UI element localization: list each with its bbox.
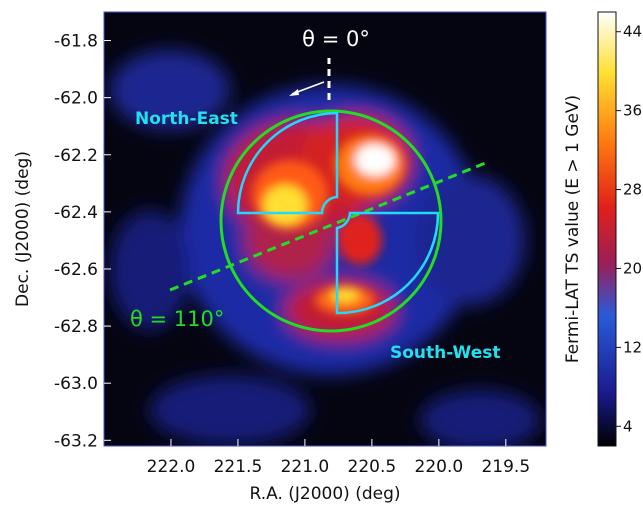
region-circle [219, 109, 443, 333]
x-axis-label: R.A. (J2000) (deg) [250, 484, 401, 504]
colorbar-tick-label: 4 [623, 417, 633, 435]
north-east-wedge [236, 111, 339, 215]
x-tick-label: 220.5 [348, 457, 397, 477]
colorbar-tick-label: 20 [623, 259, 642, 277]
colorbar [597, 11, 617, 447]
colorbar-ticks: 4 12 20 28 36 44 [616, 23, 642, 435]
colorbar-tick-label: 36 [623, 102, 642, 120]
south-west-wedge [335, 211, 440, 315]
x-tick-label: 221.0 [281, 457, 330, 477]
y-tick-label: -62.2 [54, 146, 98, 166]
arrow-head [289, 89, 299, 96]
y-tick-label: -61.8 [54, 32, 98, 52]
y-tick-label: -63.2 [54, 431, 98, 451]
x-axis: 222.0 221.5 221.0 220.5 220.0 219.5 [147, 439, 530, 477]
x-tick-label: 219.5 [481, 457, 530, 477]
y-axis: -61.8 -62.0 -62.2 -62.4 -62.6 -62.8 -63.0 -63.2 [54, 32, 111, 451]
north-east-label: North-East [135, 109, 238, 129]
y-tick-label: -62.4 [54, 203, 98, 223]
y-tick-label: -62.8 [54, 317, 98, 337]
x-tick-label: 220.0 [415, 457, 464, 477]
theta0-label: θ = 0° [302, 27, 370, 51]
colorbar-tick-label: 28 [623, 181, 642, 199]
y-axis-label: Dec. (J2000) (deg) [13, 151, 33, 307]
colorbar-tick-label: 12 [623, 338, 642, 356]
x-tick-label: 221.5 [214, 457, 263, 477]
heatmap-image [104, 12, 546, 446]
y-tick-label: -63.0 [54, 374, 98, 394]
colorbar-label: Fermi-LAT TS value (E > 1 GeV) [563, 95, 583, 363]
plot-frame [103, 11, 547, 447]
y-tick-label: -62.6 [54, 260, 98, 280]
region-overlays [169, 58, 489, 333]
colorbar-tick-label: 44 [623, 23, 642, 41]
x-tick-label: 222.0 [147, 457, 196, 477]
south-west-label: South-West [390, 343, 500, 363]
y-tick-label: -62.0 [54, 89, 98, 109]
theta110-label: θ = 110° [130, 307, 224, 331]
